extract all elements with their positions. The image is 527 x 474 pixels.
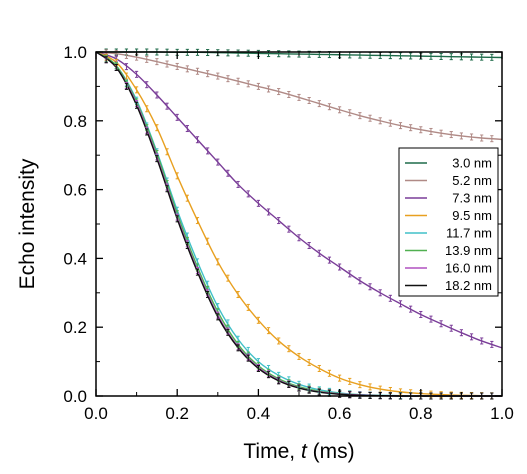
legend-label: 7.3 nm	[452, 191, 492, 206]
x-tick-label: 0.4	[247, 404, 271, 423]
y-tick-label: 0.8	[63, 112, 87, 131]
legend-box	[398, 147, 499, 297]
x-axis-title-var: t	[301, 440, 308, 463]
y-tick-label: 1.0	[63, 43, 87, 62]
legend-label: 11.7 nm	[446, 226, 492, 241]
x-axis-title-text: Time,	[243, 440, 301, 463]
axis-tick-labels: 0.0 0.2 0.4 0.6 0.8 1.0 0.0 0.2 0.4 0.6 0.8 1.0	[63, 43, 513, 423]
x-tick-label: 0.6	[328, 404, 352, 423]
y-tick-label: 0.2	[63, 318, 87, 337]
y-tick-label: 0.4	[63, 249, 87, 268]
legend-label: 16.0 nm	[445, 261, 492, 276]
x-axis-title-unit: (ms)	[307, 440, 355, 463]
legend-label: 5.2 nm	[452, 173, 492, 188]
legend-label: 3.0 nm	[452, 156, 492, 171]
x-tick-label: 0.8	[409, 404, 433, 423]
y-tick-label: 0.6	[63, 181, 87, 200]
x-tick-label: 1.0	[490, 404, 514, 423]
x-tick-label: 0.0	[84, 404, 108, 423]
legend-items: 3.0 nm 5.2 nm 7.3 nm 9.5 nm 11.7 nm 13.9 nm 16…	[405, 156, 492, 293]
x-axis-title: Time, t (ms)	[243, 440, 354, 463]
legend: 3.0 nm 5.2 nm 7.3 nm 9.5 nm 11.7 nm 13.9 nm 16…	[398, 147, 499, 297]
legend-label: 18.2 nm	[445, 278, 492, 293]
legend-label: 9.5 nm	[452, 208, 492, 223]
x-tick-label: 0.2	[165, 404, 189, 423]
y-axis-title: Echo intensity	[16, 158, 39, 289]
y-tick-label: 0.0	[63, 387, 87, 406]
legend-label: 13.9 nm	[445, 243, 492, 258]
error-bars	[104, 48, 494, 400]
